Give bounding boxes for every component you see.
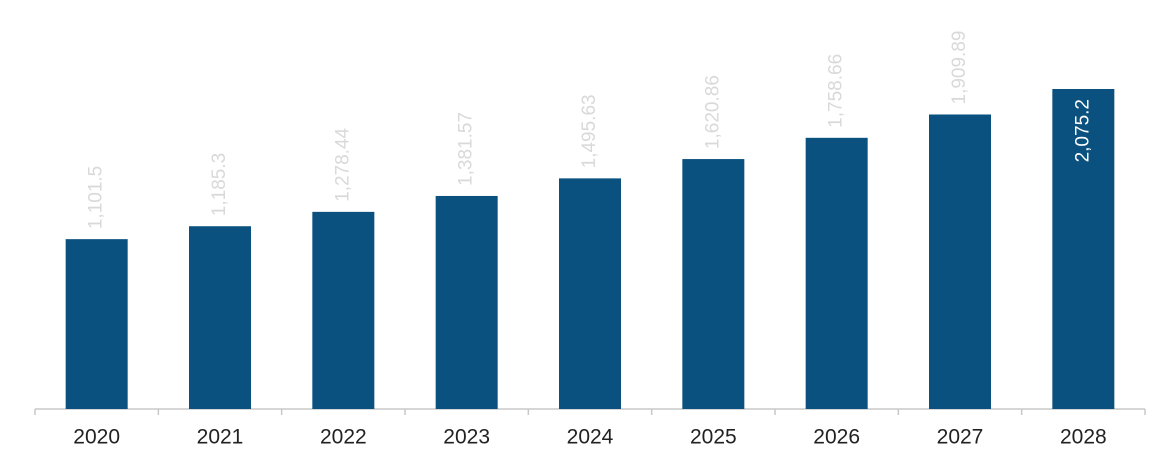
value-label: 1,758.66 xyxy=(826,54,847,128)
bar xyxy=(435,195,498,409)
x-tick-label: 2022 xyxy=(320,426,367,449)
x-tick-label: 2026 xyxy=(813,426,860,449)
value-label: 2,075.2 xyxy=(1072,99,1093,162)
x-tick-label: 2025 xyxy=(690,426,737,449)
value-label: 1,909.89 xyxy=(949,31,970,105)
value-label: 1,495.63 xyxy=(579,94,600,168)
value-label: 1,101.5 xyxy=(86,166,107,229)
x-tick-label: 2024 xyxy=(567,426,614,449)
x-tick-label: 2027 xyxy=(937,426,984,449)
value-label: 1,278.44 xyxy=(332,127,353,201)
bar xyxy=(65,239,128,409)
bar xyxy=(929,114,991,409)
x-tick-label: 2021 xyxy=(197,426,244,449)
bar xyxy=(312,211,375,409)
x-tick-label: 2020 xyxy=(73,426,120,449)
bar xyxy=(1052,89,1115,409)
value-label: 1,620.86 xyxy=(702,75,723,149)
value-label: 1,381.57 xyxy=(456,112,477,186)
value-label: 1,185.3 xyxy=(209,153,230,216)
bar xyxy=(189,226,251,409)
x-tick-label: 2023 xyxy=(443,426,490,449)
bar xyxy=(559,178,621,409)
x-tick-label: 2028 xyxy=(1060,426,1107,449)
bar xyxy=(805,137,868,409)
bar xyxy=(682,159,745,409)
